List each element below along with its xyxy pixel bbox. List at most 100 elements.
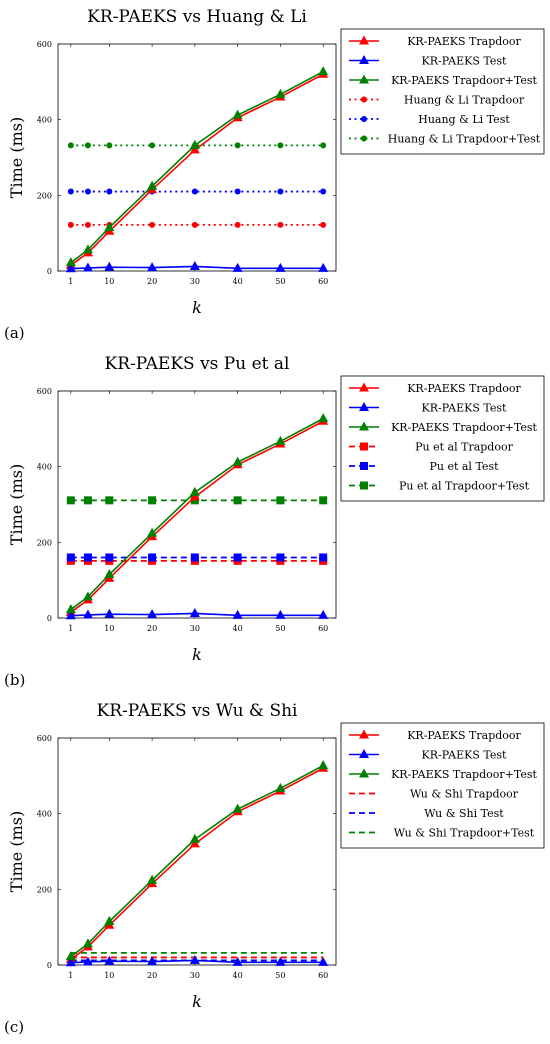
legend-item: KR-PAEKS Test [349, 55, 507, 68]
data-point [189, 144, 200, 154]
legend-label: Pu et al Trapdoor+Test [399, 480, 530, 493]
y-axis-label: Time (ms) [7, 117, 26, 198]
y-tick-label: 600 [37, 734, 52, 743]
data-point [105, 553, 114, 562]
legend-label: KR-PAEKS Test [422, 749, 507, 762]
data-point [190, 553, 199, 562]
legend-marker [359, 768, 369, 778]
legend-marker [359, 382, 369, 392]
x-axis-label: k [192, 645, 202, 664]
legend-label: KR-PAEKS Trapdoor [407, 729, 521, 742]
x-tick-label: 40 [233, 971, 243, 980]
data-point [147, 874, 158, 884]
data-point [149, 221, 156, 228]
data-point [320, 142, 327, 149]
data-point [82, 591, 93, 601]
legend-item: Huang & Li Trapdoor [349, 94, 525, 107]
data-point [232, 456, 243, 466]
data-point [104, 261, 115, 271]
plot-frame [57, 737, 337, 966]
data-point [275, 782, 286, 792]
data-point [148, 553, 157, 562]
data-point [234, 221, 241, 228]
chart-panel-a: KR-PAEKS vs Huang & Li 0 200 400 600 1 10 20 30 4… [0, 0, 550, 346]
y-tick-label: 200 [37, 191, 52, 200]
series-line [70, 612, 324, 617]
data-point [275, 88, 286, 98]
data-point [106, 188, 113, 195]
data-point [318, 760, 329, 770]
data-point [83, 553, 92, 562]
data-point [66, 496, 75, 505]
data-point [189, 139, 200, 149]
data-point [232, 609, 243, 619]
legend-item: Huang & Li Test [349, 113, 510, 126]
series-line [70, 70, 324, 264]
legend-marker [359, 402, 369, 411]
y-tick-label: 400 [37, 116, 52, 125]
legend-label: KR-PAEKS Trapdoor+Test [391, 768, 537, 781]
legend: KR-PAEKS Trapdoor KR-PAEKS Test KR-PAEKS T… [340, 722, 545, 849]
legend-item: Wu & Shi Trapdoor+Test [349, 827, 535, 840]
series-1 [65, 607, 329, 620]
chart-panel-b: KR-PAEKS vs Pu et al 0 200 400 600 1 10 20 30 40 5… [0, 347, 550, 693]
legend-label: KR-PAEKS Test [422, 55, 507, 68]
data-point [147, 609, 158, 619]
series-4 [67, 188, 327, 195]
panel-label: (c) [4, 1018, 24, 1036]
data-point [104, 955, 115, 965]
chart-c-svg: KR-PAEKS vs Wu & Shi 0 200 400 600 1 10 20 30 40 5… [4, 701, 545, 1036]
legend-marker [359, 55, 369, 64]
data-point [149, 142, 156, 149]
legend-item: Pu et al Test [349, 460, 499, 473]
x-tick-label: 1 [68, 971, 73, 980]
series-line [70, 764, 324, 958]
legend-item: KR-PAEKS Trapdoor [349, 382, 522, 395]
x-tick-label: 40 [233, 624, 243, 633]
legend-marker [360, 442, 368, 451]
data-point [275, 609, 286, 619]
y-tick-label: 600 [37, 387, 52, 396]
data-point [320, 221, 327, 228]
data-point [147, 180, 158, 190]
data-point [104, 221, 115, 231]
data-point [65, 604, 76, 614]
data-point [234, 142, 241, 149]
data-point [189, 607, 200, 617]
x-tick-label: 20 [147, 971, 157, 980]
y-tick-label: 200 [37, 885, 52, 894]
legend-marker [359, 729, 369, 739]
data-point [67, 221, 74, 228]
legend-marker [359, 35, 369, 45]
y-tick-label: 200 [37, 538, 52, 547]
legend-item: KR-PAEKS Trapdoor [349, 35, 522, 48]
legend-marker [360, 462, 368, 470]
series-line [70, 417, 324, 611]
x-tick-label: 30 [190, 277, 200, 286]
data-point [318, 956, 329, 966]
legend-item: Pu et al Trapdoor [349, 441, 514, 454]
legend-label: Huang & Li Test [418, 113, 510, 126]
data-point [84, 188, 91, 195]
data-point [233, 553, 242, 562]
data-point [83, 496, 92, 505]
data-point [65, 951, 76, 961]
data-point [104, 568, 115, 578]
series-line [70, 959, 324, 964]
x-tick-label: 60 [318, 624, 328, 633]
data-point [66, 553, 75, 562]
legend-item: KR-PAEKS Trapdoor+Test [349, 421, 537, 434]
data-point [147, 262, 158, 272]
x-tick-label: 10 [104, 277, 114, 286]
chart-title: KR-PAEKS vs Huang & Li [87, 7, 307, 27]
data-point [65, 263, 76, 273]
data-point [276, 496, 285, 505]
legend-label: KR-PAEKS Trapdoor+Test [391, 74, 537, 87]
data-point [147, 527, 158, 537]
legend-label: KR-PAEKS Test [422, 402, 507, 415]
data-point [189, 833, 200, 843]
legend-marker [359, 421, 369, 431]
data-point [148, 496, 157, 505]
legend-label: Huang & Li Trapdoor+Test [388, 133, 541, 146]
data-point [233, 496, 242, 505]
